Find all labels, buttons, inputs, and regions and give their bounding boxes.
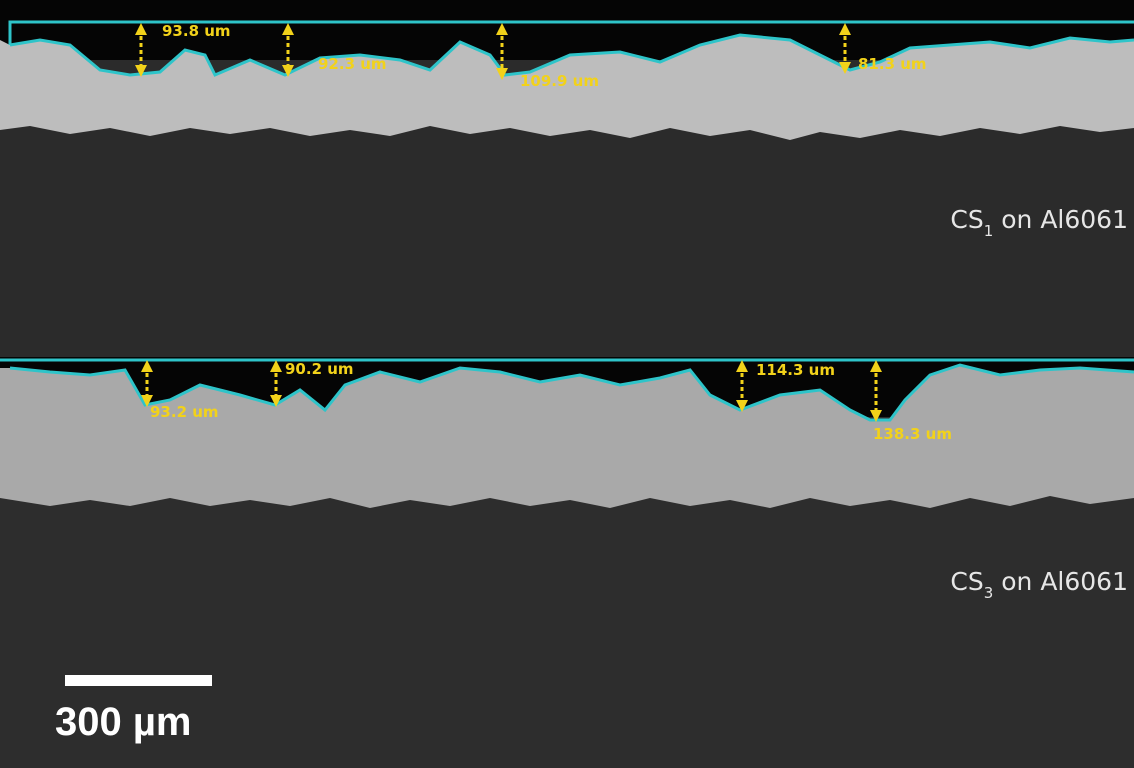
measurement-label: 93.8 um bbox=[162, 22, 231, 40]
scale-label: 300 µm bbox=[55, 700, 191, 744]
label-sub: 3 bbox=[984, 584, 994, 602]
measurement-label: 114.3 um bbox=[756, 361, 835, 379]
label-rest: on Al6061 bbox=[1001, 205, 1128, 234]
measurement-label: 138.3 um bbox=[873, 425, 952, 443]
label-rest: on Al6061 bbox=[1001, 567, 1128, 596]
label-main: CS bbox=[950, 205, 983, 234]
measurement-label: 92.3 um bbox=[318, 55, 387, 73]
page: 93.8 um 92.3 um 109.9 um 81.3 um 93.2 um 90.2… bbox=[0, 0, 1134, 768]
measurement-label: 93.2 um bbox=[150, 403, 219, 421]
micrograph: 93.8 um 92.3 um 109.9 um 81.3 um 93.2 um 90.2… bbox=[0, 0, 1134, 768]
measurement-label: 109.9 um bbox=[520, 72, 599, 90]
measurement-label: 81.3 um bbox=[858, 55, 927, 73]
label-sub: 1 bbox=[984, 222, 994, 240]
label-main: CS bbox=[950, 567, 983, 596]
measurement-label: 90.2 um bbox=[285, 360, 354, 378]
scale-bar bbox=[65, 675, 212, 686]
